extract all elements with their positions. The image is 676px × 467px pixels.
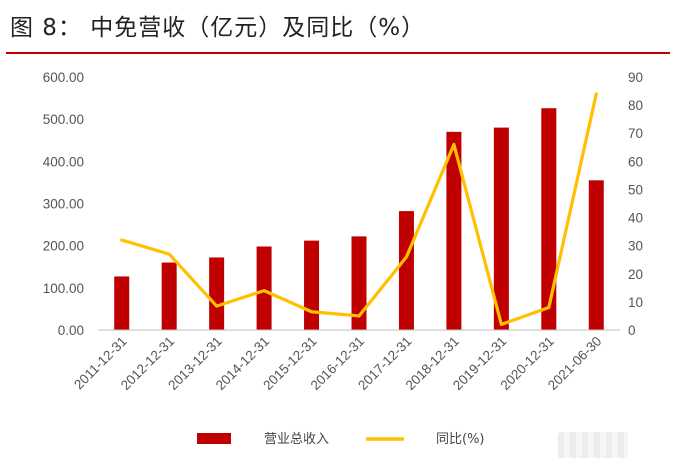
right-tick-label: 90: [628, 70, 643, 85]
left-tick-label: 100.00: [43, 281, 84, 296]
right-tick-label: 10: [628, 295, 643, 310]
right-tick-label: 20: [628, 267, 643, 282]
bar-2015-12-31: [304, 240, 320, 330]
title-underline: [6, 52, 670, 54]
x-axis-labels: 2011-12-312012-12-312013-12-312014-12-31…: [71, 334, 604, 393]
bar-2014-12-31: [256, 246, 272, 330]
bar-2013-12-31: [209, 257, 225, 330]
right-tick-label: 60: [628, 154, 643, 169]
left-tick-label: 600.00: [43, 70, 84, 85]
right-tick-label: 70: [628, 126, 643, 141]
line-series: [120, 92, 598, 326]
left-tick-label: 300.00: [43, 197, 84, 212]
left-tick-label: 0.00: [58, 323, 84, 338]
right-tick-label: 30: [628, 239, 643, 254]
watermark-blur: [558, 432, 628, 458]
right-axis-labels: 0 10 20 30 40 50 60 70 80 90: [628, 70, 643, 338]
bar-2017-12-31: [398, 211, 414, 330]
bar-2020-12-31: [541, 108, 557, 330]
bar-series: [114, 108, 604, 330]
bar-2016-12-31: [351, 236, 367, 330]
bar-2012-12-31: [161, 262, 177, 330]
right-tick-label: 40: [628, 211, 643, 226]
right-tick-label: 50: [628, 182, 643, 197]
left-tick-label: 400.00: [43, 154, 84, 169]
legend-bar-swatch: [197, 433, 231, 444]
legend-bar-label: 营业总收入: [264, 432, 329, 447]
right-tick-label: 80: [628, 98, 643, 113]
legend: 营业总收入 同比(%): [197, 432, 485, 447]
left-tick-label: 200.00: [43, 239, 84, 254]
legend-line-label: 同比(%): [436, 432, 485, 447]
bar-2019-12-31: [493, 127, 509, 330]
bar-2021-06-30: [588, 180, 604, 330]
left-axis-labels: 0.00 100.00 200.00 300.00 400.00 500.00 600.00: [43, 70, 84, 338]
chart-title: 图 8： 中免营收（亿元）及同比（%）: [10, 15, 426, 41]
bar-2011-12-31: [114, 276, 130, 330]
right-tick-label: 0: [628, 323, 636, 338]
bar-2018-12-31: [446, 131, 462, 330]
left-tick-label: 500.00: [43, 112, 84, 127]
